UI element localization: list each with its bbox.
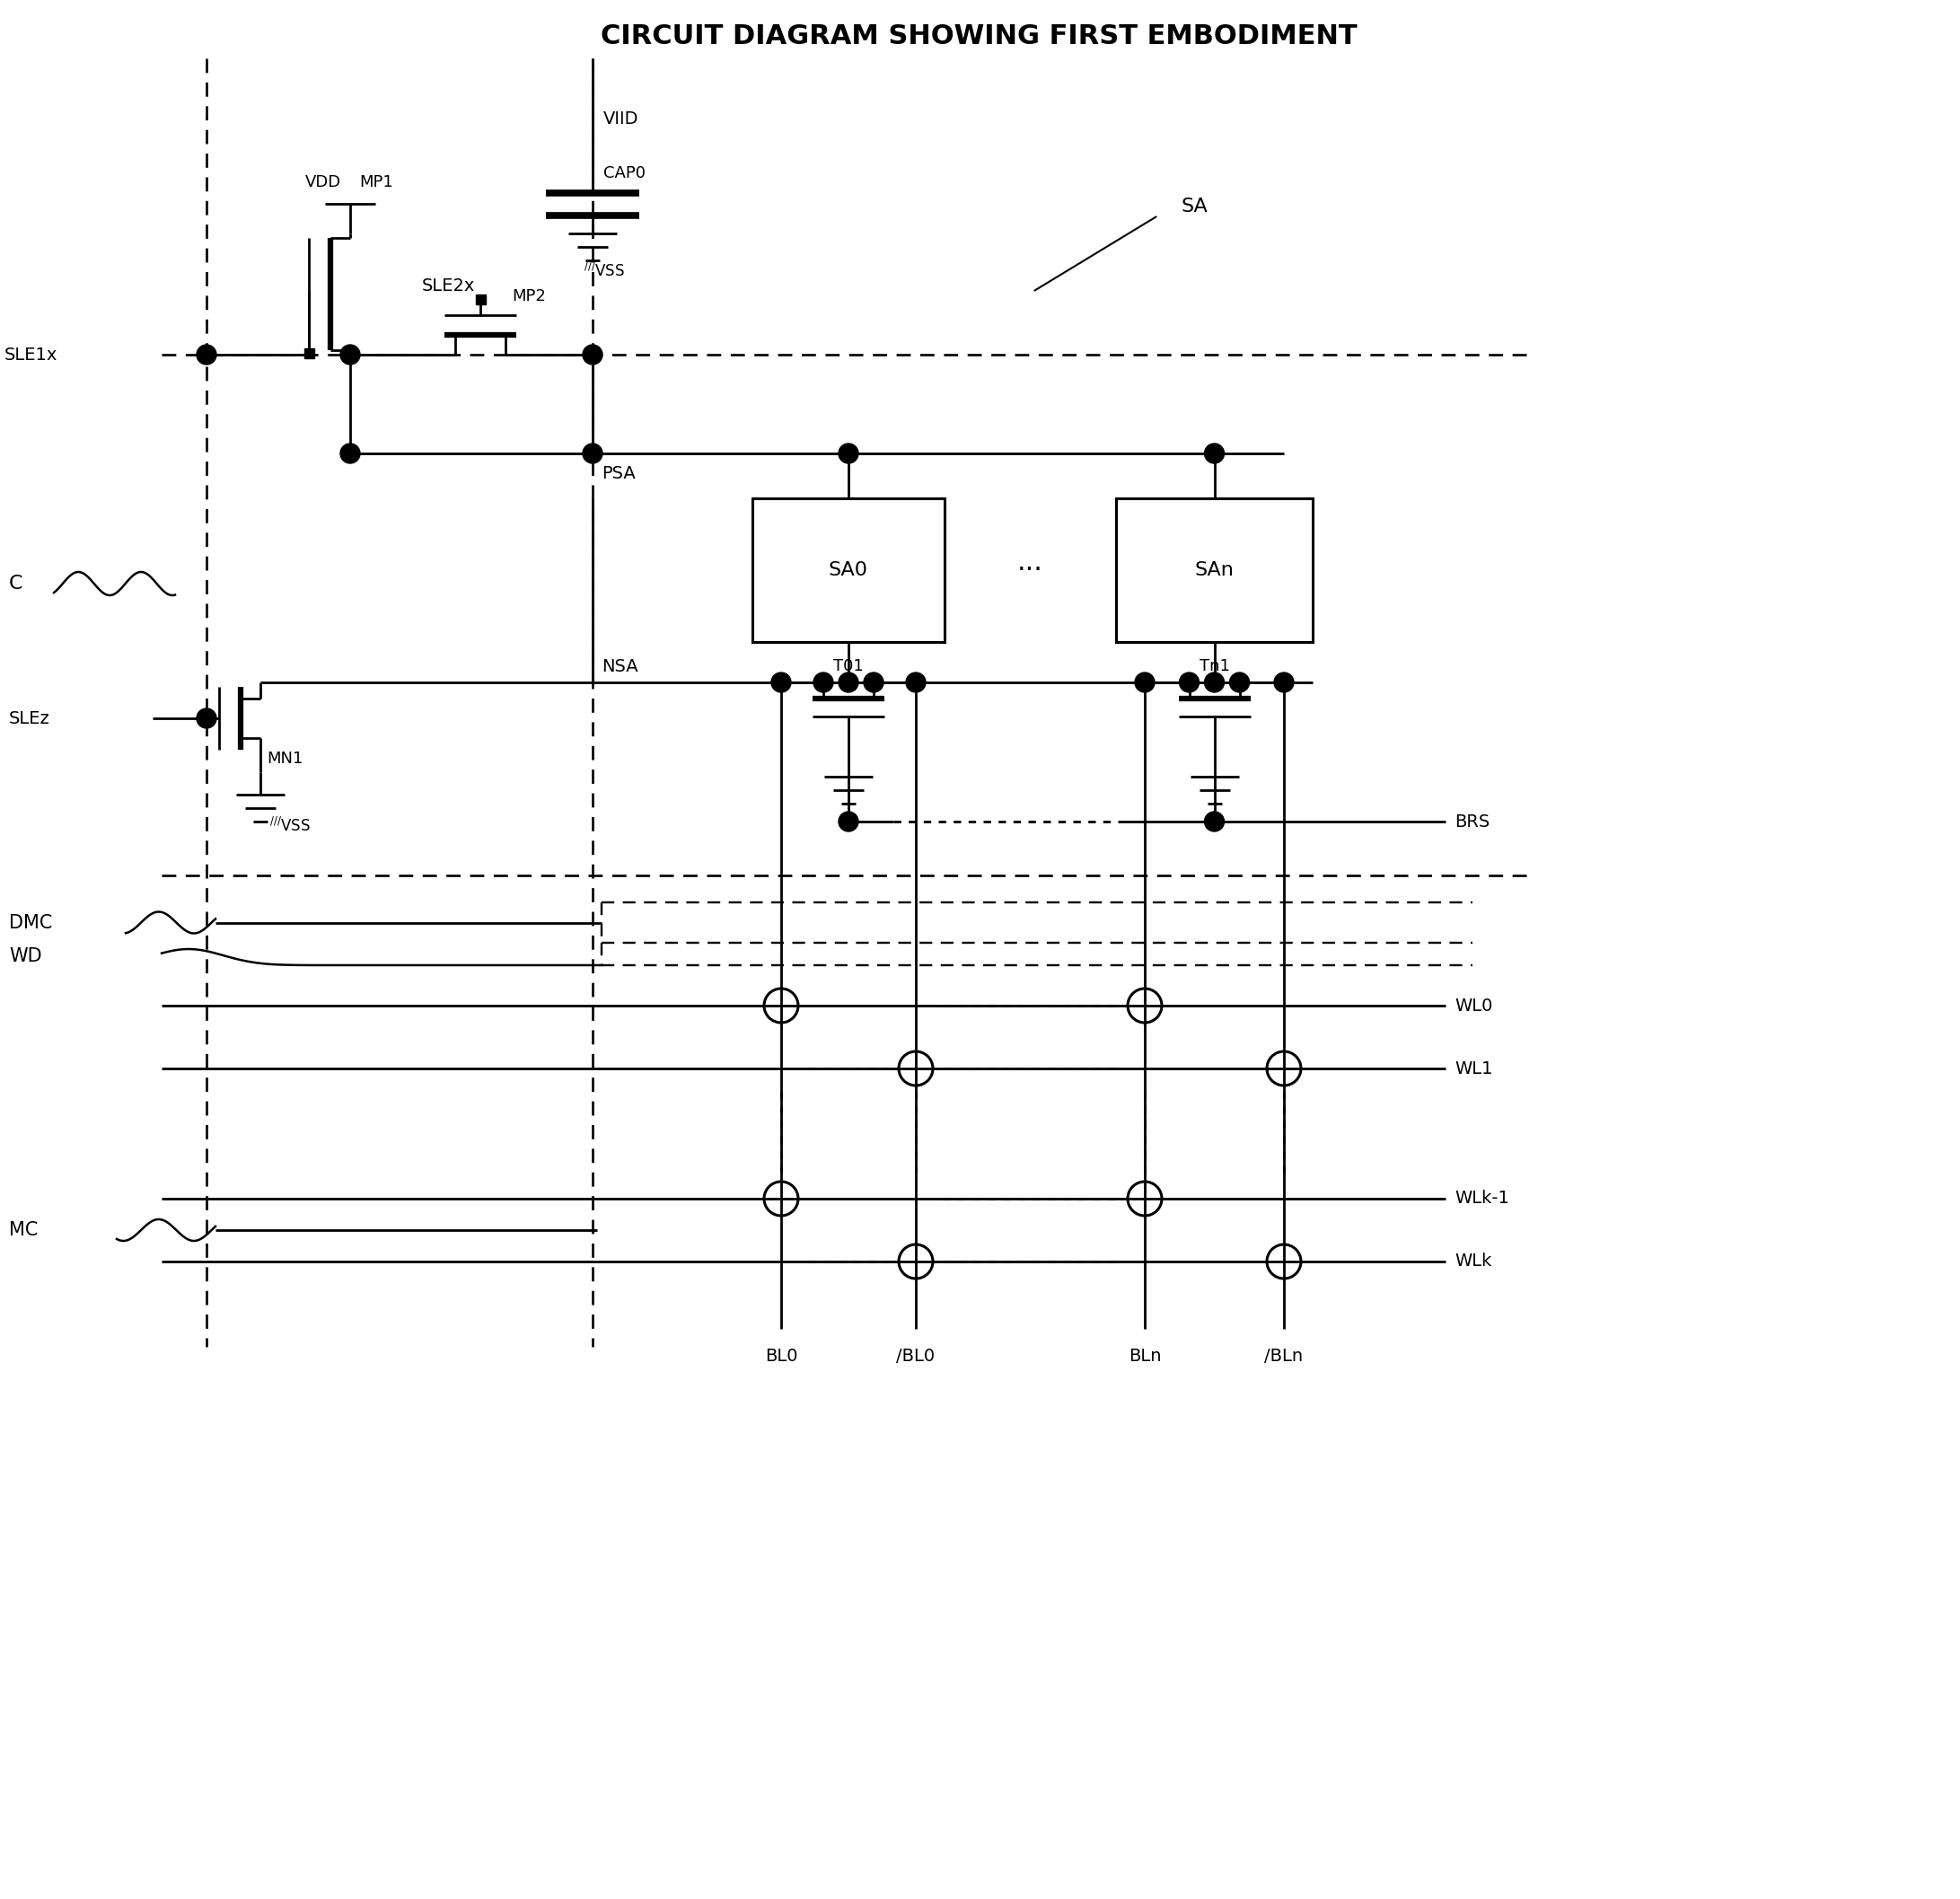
Text: WLk-1: WLk-1 (1454, 1191, 1509, 1208)
Text: $^{///}$VSS: $^{///}$VSS (269, 817, 310, 836)
Text: MP1: MP1 (359, 175, 394, 190)
Text: WLk: WLk (1454, 1253, 1492, 1270)
Text: Tn1: Tn1 (1200, 659, 1229, 674)
Text: MC: MC (10, 1221, 37, 1238)
Text: VIID: VIID (604, 110, 639, 127)
Circle shape (196, 346, 216, 365)
Text: NSA: NSA (602, 657, 639, 674)
Circle shape (196, 708, 216, 727)
Circle shape (582, 346, 602, 365)
Circle shape (864, 672, 884, 693)
Text: PSA: PSA (602, 465, 635, 482)
Circle shape (1135, 672, 1154, 693)
Text: WL1: WL1 (1454, 1060, 1494, 1077)
Text: CAP0: CAP0 (604, 165, 645, 182)
Text: C: C (10, 575, 24, 592)
Circle shape (906, 672, 925, 693)
Text: WD: WD (10, 948, 41, 965)
Text: SA: SA (1180, 197, 1207, 215)
Text: SLE1x: SLE1x (4, 346, 57, 363)
Text: /BLn: /BLn (1264, 1346, 1303, 1363)
Circle shape (1274, 672, 1294, 693)
Circle shape (839, 444, 858, 463)
Circle shape (839, 811, 858, 832)
Circle shape (1205, 811, 1225, 832)
Circle shape (341, 444, 361, 463)
Text: BL0: BL0 (764, 1346, 798, 1363)
Text: SA0: SA0 (829, 562, 868, 579)
Text: SAn: SAn (1196, 562, 1235, 579)
Text: BRS: BRS (1454, 813, 1490, 830)
Circle shape (1205, 444, 1225, 463)
Text: CIRCUIT DIAGRAM SHOWING FIRST EMBODIMENT: CIRCUIT DIAGRAM SHOWING FIRST EMBODIMENT (600, 23, 1356, 49)
Bar (753, 498, 945, 642)
Circle shape (582, 444, 602, 463)
Text: T01: T01 (833, 659, 864, 674)
Text: BLn: BLn (1129, 1346, 1160, 1363)
Text: WL0: WL0 (1454, 997, 1494, 1014)
Text: VDD: VDD (306, 175, 341, 190)
Bar (476, 294, 486, 304)
Text: SLE2x: SLE2x (421, 277, 474, 294)
Bar (304, 348, 314, 357)
Text: SLEz: SLEz (10, 710, 51, 727)
Text: $^{///}$VSS: $^{///}$VSS (584, 262, 625, 281)
Text: ···: ··· (1017, 556, 1043, 583)
Text: /BL0: /BL0 (896, 1346, 935, 1363)
Text: MN1: MN1 (267, 750, 304, 767)
Circle shape (813, 672, 833, 693)
Circle shape (1180, 672, 1200, 693)
Circle shape (1229, 672, 1249, 693)
Circle shape (770, 672, 792, 693)
Text: DMC: DMC (10, 913, 53, 932)
Circle shape (1205, 672, 1225, 693)
Circle shape (341, 346, 361, 365)
Text: MP2: MP2 (512, 289, 545, 304)
Circle shape (839, 672, 858, 693)
Bar (1115, 498, 1313, 642)
